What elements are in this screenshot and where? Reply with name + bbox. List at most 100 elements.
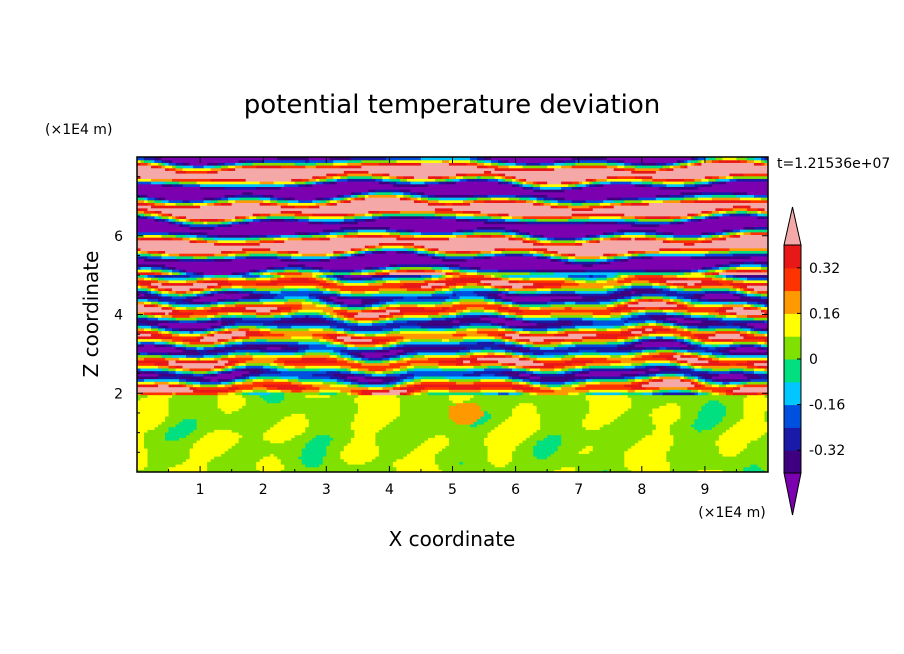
contour-cell [708, 213, 713, 217]
contour-cell [329, 354, 338, 358]
contour-cell [498, 327, 506, 332]
contour-cell [529, 367, 541, 372]
contour-cell [382, 282, 405, 286]
contour-cell [434, 269, 443, 273]
contour-cell [575, 367, 583, 372]
contour-cell [389, 338, 398, 342]
contour-cell [154, 290, 159, 294]
contour-cell [456, 285, 464, 289]
contour-cell [410, 194, 415, 198]
contour-cell [480, 210, 702, 214]
contour-cell [459, 178, 468, 182]
contour-cell [739, 293, 745, 297]
contour-cell [347, 319, 352, 324]
contour-cell [151, 330, 159, 334]
contour-cell [477, 159, 485, 163]
contour-cell [434, 453, 489, 457]
contour-cell [203, 327, 208, 332]
contour-cell [137, 311, 145, 316]
contour-cell [676, 418, 695, 422]
contour-cell [378, 317, 387, 321]
contour-cell [508, 391, 520, 396]
contour-cell [599, 351, 629, 356]
contour-cell [599, 237, 604, 241]
contour-cell [620, 325, 629, 329]
contour-cell [413, 242, 534, 246]
contour-cell [687, 325, 699, 329]
contour-cell [568, 367, 576, 372]
contour-cell [340, 165, 362, 169]
contour-cell [403, 381, 408, 385]
contour-cell [540, 234, 545, 238]
contour-cell [554, 167, 615, 171]
contour-cell [284, 197, 296, 201]
contour-cell [158, 215, 163, 219]
contour-cell [441, 306, 450, 310]
contour-cell [175, 370, 184, 374]
contour-cell [235, 375, 240, 380]
contour-cell [172, 327, 180, 332]
contour-cell [147, 199, 156, 203]
contour-cell [680, 191, 702, 195]
contour-cell [491, 282, 534, 286]
contour-cell [725, 231, 731, 236]
contour-cell [603, 205, 615, 209]
contour-cell [382, 359, 390, 364]
contour-cell [161, 354, 173, 358]
contour-cell [732, 191, 748, 195]
contour-cell [575, 183, 580, 187]
contour-cell [347, 303, 366, 308]
contour-cell [147, 194, 226, 198]
contour-cell [217, 338, 226, 342]
contour-cell [743, 370, 755, 374]
contour-cell [452, 418, 478, 422]
contour-cell [725, 429, 768, 433]
contour-cell [448, 314, 457, 318]
contour-cell [687, 309, 717, 313]
contour-cell [729, 343, 741, 348]
contour-cell [673, 165, 681, 169]
contour-cell [568, 378, 576, 382]
contour-cell [326, 279, 334, 284]
contour-cell [533, 383, 541, 388]
contour-cell [231, 370, 250, 374]
contour-cell [645, 306, 660, 310]
contour-cell [347, 391, 352, 396]
contour-cell [294, 213, 313, 217]
contour-cell [746, 285, 768, 289]
contour-cell [406, 381, 415, 385]
contour-cell [336, 391, 348, 396]
y-tick-label: 4 [114, 308, 123, 324]
contour-cell [207, 234, 219, 238]
contour-cell [249, 391, 271, 396]
contour-cell [512, 407, 538, 412]
contour-cell [382, 386, 394, 390]
contour-cell [624, 231, 646, 236]
contour-cell [382, 247, 408, 252]
contour-cell [424, 277, 433, 281]
contour-cell [638, 197, 657, 201]
contour-cell [154, 274, 191, 278]
contour-cell [736, 210, 748, 214]
contour-cell [480, 415, 492, 420]
contour-cell [732, 175, 768, 179]
contour-cell [137, 303, 145, 308]
contour-cell [137, 183, 163, 187]
contour-cell [564, 338, 583, 342]
contour-cell [732, 277, 741, 281]
contour-cell [701, 279, 720, 284]
contour-cell [617, 274, 622, 278]
contour-cell [217, 239, 247, 244]
contour-cell [291, 413, 306, 417]
contour-cell [207, 314, 215, 318]
contour-cell [333, 271, 352, 276]
contour-cell [680, 362, 688, 366]
contour-cell [757, 210, 762, 214]
contour-cell [533, 359, 541, 364]
contour-cell [175, 162, 184, 166]
contour-cell [242, 378, 247, 382]
contour-cell [175, 215, 180, 219]
contour-cell [613, 303, 618, 308]
contour-cell [456, 381, 475, 385]
contour-cell [743, 231, 752, 236]
